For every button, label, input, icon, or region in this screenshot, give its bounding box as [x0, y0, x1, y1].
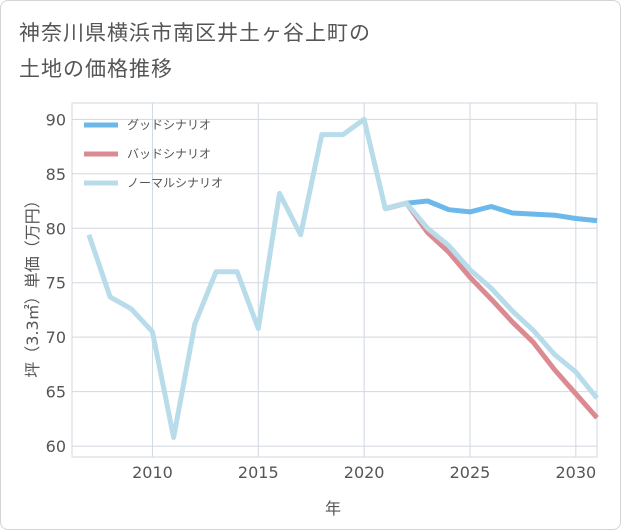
y-tick-label: 75	[46, 274, 66, 293]
series-layer	[86, 116, 599, 440]
y-tick-label: 85	[46, 165, 66, 184]
chart-title: 神奈川県横浜市南区井土ヶ谷上町の 土地の価格推移	[19, 15, 609, 87]
series-line-2	[384, 200, 599, 420]
grid-lines	[71, 102, 598, 458]
x-tick-label: 2010	[132, 463, 173, 482]
series-line-3	[86, 116, 599, 440]
x-axis-label: 年	[325, 499, 341, 518]
x-tick-label: 2030	[555, 463, 596, 482]
plot-frame	[71, 102, 598, 458]
y-tick-label: 80	[46, 219, 66, 238]
y-tick-label: 70	[46, 328, 66, 347]
tick-labels: 60 65 70 75 80 85 90 2010 2015 2020 2025 2030	[46, 110, 597, 482]
x-tick-label: 2020	[344, 463, 385, 482]
y-tick-label: 65	[46, 383, 66, 402]
y-tick-label: 90	[46, 110, 66, 129]
chart-title-line-2: 土地の価格推移	[19, 57, 173, 81]
series-line-1	[384, 198, 598, 224]
y-axis-label: 坪（3.3㎡）単価（万円）	[23, 192, 42, 377]
y-tick-label: 60	[46, 437, 66, 456]
x-tick-label: 2025	[450, 463, 491, 482]
x-tick-label: 2015	[238, 463, 279, 482]
legend-label-2: バッドシナリオ	[127, 147, 211, 161]
legend-label-3: ノーマルシナリオ	[127, 176, 223, 190]
chart-title-line-1: 神奈川県横浜市南区井土ヶ谷上町の	[19, 21, 371, 45]
legend-label-1: グッドシナリオ	[127, 118, 211, 132]
